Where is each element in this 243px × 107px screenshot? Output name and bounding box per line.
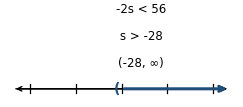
Text: (-28, ∞): (-28, ∞) (118, 57, 164, 70)
Text: -2s < 56: -2s < 56 (116, 3, 166, 16)
Text: (: ( (113, 82, 120, 96)
Text: s > -28: s > -28 (120, 30, 162, 43)
